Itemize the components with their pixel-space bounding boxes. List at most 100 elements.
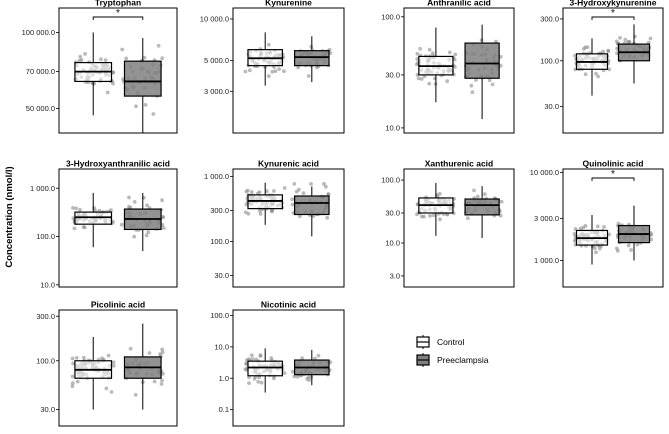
panel-quinolinic-acid-preeclampsia-point <box>635 242 640 247</box>
panel-anthranilic-acid-preeclampsia-point <box>487 78 492 83</box>
panel-xanthurenic-acid-preeclampsia-point <box>482 192 487 197</box>
panel-xanthurenic-acid-title: Xanthurenic acid <box>425 159 494 169</box>
panel-quinolinic-acid-control-point <box>595 224 600 229</box>
panel-nicotinic-acid-control-point <box>249 353 254 358</box>
panel-anthranilic-acid-control-point <box>445 79 450 84</box>
panel-nicotinic-acid-preeclampsia-point <box>292 374 297 379</box>
panel-kynurenine-preeclampsia-point <box>296 65 301 70</box>
panel-quinolinic-acid-control-point <box>578 226 583 231</box>
panel-3-hydroxykynurenine-control-point <box>606 49 611 54</box>
panel-nicotinic-acid-control-point <box>258 354 263 358</box>
panel-anthranilic-acid-control-point <box>453 52 458 57</box>
panel-quinolinic-acid-preeclampsia-point <box>614 246 619 251</box>
panel-tryptophan-tick-label: 70 000.0 <box>26 67 55 76</box>
panel-nicotinic-acid-title: Nicotinic acid <box>261 300 316 310</box>
panel-kynurenine-tick-label: 3 000.0 <box>204 87 229 96</box>
panel-kynurenine-preeclampsia-point <box>306 74 311 78</box>
panel-kynurenic-acid-preeclampsia-point <box>325 215 330 220</box>
panel-nicotinic-acid-preeclampsia-point <box>309 375 314 380</box>
panel-kynurenic-acid-control-point <box>249 190 254 194</box>
panel-kynurenic-acid-control-point <box>257 190 262 195</box>
panel-kynurenic-acid-control-point <box>270 208 274 213</box>
panel-anthranilic-acid-control-point <box>453 65 457 69</box>
panel-xanthurenic-acid-control-point <box>431 213 436 218</box>
panel-picolinic-acid-title: Picolinic acid <box>91 300 145 310</box>
panel-picolinic-acid-preeclampsia-point <box>160 347 165 352</box>
panel-quinolinic-acid-title: Quinolinic acid <box>583 159 644 169</box>
panel-quinolinic-acid-preeclampsia-point <box>649 237 654 242</box>
panel-3-hydroxykynurenine-preeclampsia-point <box>626 40 630 45</box>
panel-3-hydroxyanthranilic-acid-preeclampsia-point <box>145 203 150 208</box>
panel-kynurenic-acid-preeclampsia-point <box>322 182 326 186</box>
panel-3-hydroxyanthranilic-acid-preeclampsia-point <box>161 215 166 219</box>
panel-kynurenic-acid-control-point <box>243 210 248 215</box>
panel-nicotinic-acid-preeclampsia-point <box>300 356 304 361</box>
panel-nicotinic-acid-control-point <box>259 380 264 385</box>
panel-kynurenine-control-point <box>277 67 281 71</box>
panel-3-hydroxyanthranilic-acid-preeclampsia-point <box>146 230 151 235</box>
panel-nicotinic-acid: Nicotinic acid 0.1 1.0 10.0 100.0 <box>210 300 345 427</box>
panel-3-hydroxyanthranilic-acid-control-point <box>74 206 78 211</box>
panel-xanthurenic-acid-preeclampsia-point <box>472 188 476 193</box>
panel-xanthurenic-acid-tick-label: 3.0 <box>390 272 400 281</box>
panel-3-hydroxykynurenine-significance-bracket <box>591 16 635 20</box>
panel-picolinic-acid-control-point <box>106 353 111 358</box>
panel-picolinic-acid-preeclampsia-point <box>161 371 165 376</box>
panel-tryptophan-tick-label: 50 000.0 <box>26 104 55 113</box>
panel-nicotinic-acid-control-point <box>282 371 287 375</box>
panel-kynurenic-acid-preeclampsia-point <box>326 192 331 196</box>
panel-anthranilic-acid-control-point <box>419 77 424 81</box>
panel-picolinic-acid-preeclampsia-point <box>160 350 165 355</box>
panel-quinolinic-acid-significance-label: * <box>611 169 615 180</box>
panel-3-hydroxyanthranilic-acid-tick-label: 1 000.0 <box>30 184 55 193</box>
panel-kynurenic-acid-preeclampsia-box <box>294 195 330 216</box>
panel-picolinic-acid-preeclampsia-point <box>152 379 157 384</box>
panel-3-hydroxykynurenine-frame <box>562 7 664 134</box>
panel-nicotinic-acid-control-point <box>254 357 259 362</box>
panel-picolinic-acid-control-point <box>104 386 109 391</box>
panel-xanthurenic-acid-preeclampsia-point <box>465 216 470 221</box>
panel-3-hydroxyanthranilic-acid-control-point <box>72 226 77 231</box>
panel-kynurenine-control-point <box>243 69 248 74</box>
panel-tryptophan-control-point <box>83 52 87 56</box>
panel-anthranilic-acid-preeclampsia-point <box>469 83 474 88</box>
panel-picolinic-acid-control-point <box>74 356 79 360</box>
panel-kynurenine-preeclampsia-box <box>294 50 330 67</box>
panel-anthranilic-acid-preeclampsia-point <box>498 55 503 59</box>
panel-nicotinic-acid-control-point <box>257 375 262 380</box>
panel-picolinic-acid-control-point <box>70 381 75 386</box>
panel-kynurenic-acid: Kynurenic acid 30.0 100.0 300.0 1 000.0 <box>204 159 345 288</box>
panel-kynurenic-acid-preeclampsia-point <box>290 197 295 202</box>
panel-3-hydroxykynurenine-tick-label: 100.0 <box>540 56 559 65</box>
legend-item-control: Control <box>416 335 465 349</box>
panel-nicotinic-acid-control-point <box>256 379 261 384</box>
panel-picolinic-acid-control-point <box>82 355 86 360</box>
panel-picolinic-acid-preeclampsia-point <box>133 392 138 397</box>
panel-kynurenine-control-point <box>266 74 271 78</box>
panel-kynurenic-acid-control-point <box>272 189 276 193</box>
panel-tryptophan-preeclampsia-point <box>156 43 161 48</box>
panel-3-hydroxyanthranilic-acid-preeclampsia-point <box>160 198 165 203</box>
panel-tryptophan-control-point <box>79 58 84 62</box>
panel-tryptophan-preeclampsia-point <box>124 56 129 61</box>
panel-anthranilic-acid-preeclampsia-point <box>474 78 478 82</box>
panel-tryptophan-significance-bracket <box>92 16 144 20</box>
panel-3-hydroxykynurenine-tick-label: 300.0 <box>540 15 559 24</box>
legend-preeclampsia-label: Preeclampsia <box>437 355 489 365</box>
panel-3-hydroxyanthranilic-acid-preeclampsia-point <box>144 233 149 238</box>
panel-anthranilic-acid-tick-label: 30.0 <box>385 70 400 79</box>
panel-anthranilic-acid-control-point <box>415 51 420 56</box>
panel-kynurenic-acid-frame <box>232 168 345 288</box>
panel-kynurenic-acid-tick-label: 30.0 <box>214 271 229 280</box>
panel-quinolinic-acid-control-point <box>607 232 612 237</box>
panel-tryptophan-control-point <box>78 54 83 59</box>
panel-3-hydroxykynurenine-control-point <box>601 49 605 54</box>
panel-kynurenic-acid-preeclampsia-point <box>290 202 295 207</box>
panel-tryptophan-preeclampsia-point <box>142 55 147 60</box>
panel-kynurenic-acid-control-point <box>258 209 262 213</box>
panel-xanthurenic-acid-preeclampsia-box <box>464 198 500 216</box>
panel-kynurenic-acid-preeclampsia-point <box>297 187 301 192</box>
panel-quinolinic-acid-control-point <box>594 250 598 255</box>
panel-kynurenic-acid-preeclampsia-point <box>309 182 313 186</box>
panel-anthranilic-acid-preeclampsia-box <box>464 42 500 79</box>
